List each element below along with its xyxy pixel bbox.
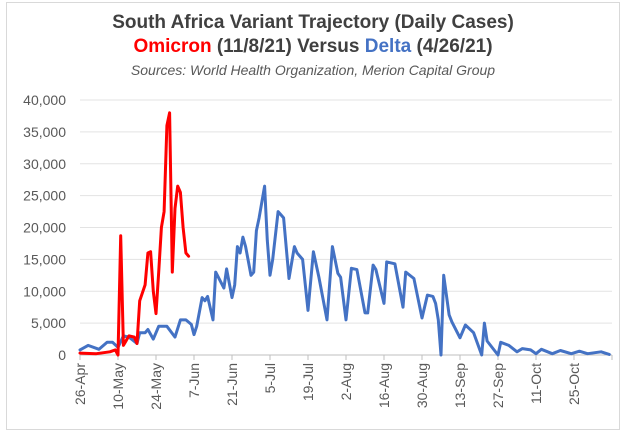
y-tick-label: 15,000 xyxy=(23,251,66,267)
y-tick-label: 25,000 xyxy=(23,188,66,204)
y-tick-label: 0 xyxy=(58,347,66,363)
x-tick-label: 27-Sep xyxy=(490,363,506,408)
y-tick-label: 5,000 xyxy=(31,315,66,331)
x-tick-label: 10-May xyxy=(110,363,126,410)
x-tick-label: 26-Apr xyxy=(72,363,88,405)
y-tick-label: 20,000 xyxy=(23,220,66,236)
x-tick-label: 13-Sep xyxy=(452,363,468,408)
chart-sources: Sources: World Health Organization, Meri… xyxy=(130,62,496,78)
y-tick-label: 35,000 xyxy=(23,124,66,140)
versus-text: Versus xyxy=(297,36,360,57)
x-tick-label: 7-Jun xyxy=(186,363,202,398)
chart-frame xyxy=(6,2,620,430)
y-tick-label: 40,000 xyxy=(23,92,66,108)
x-tick-label: 5-Jul xyxy=(262,363,278,393)
x-tick-label: 21-Jun xyxy=(224,363,240,406)
x-tick-label: 16-Aug xyxy=(376,363,392,408)
omicron-date: (11/8/21) xyxy=(216,36,292,57)
x-tick-label: 2-Aug xyxy=(338,363,354,400)
series-line-omicron xyxy=(78,111,191,357)
y-tick-label: 30,000 xyxy=(23,156,66,172)
chart-title: South Africa Variant Trajectory (Daily C… xyxy=(112,12,514,33)
omicron-label: Omicron xyxy=(133,36,212,57)
x-tick-label: 11-Oct xyxy=(528,363,544,404)
chart-subtitle: Omicron (11/8/21) Versus Delta (4/26/21) xyxy=(0,36,626,58)
x-tick-label: 24-May xyxy=(148,363,164,410)
series-line-delta xyxy=(78,184,611,357)
x-tick-label: 25-Oct xyxy=(566,363,582,405)
x-tick-label: 19-Jul xyxy=(300,363,316,401)
y-tick-label: 10,000 xyxy=(23,283,66,299)
delta-date: (4/26/21) xyxy=(416,36,493,57)
x-tick-label: 30-Aug xyxy=(414,363,430,408)
delta-label: Delta xyxy=(364,36,412,57)
